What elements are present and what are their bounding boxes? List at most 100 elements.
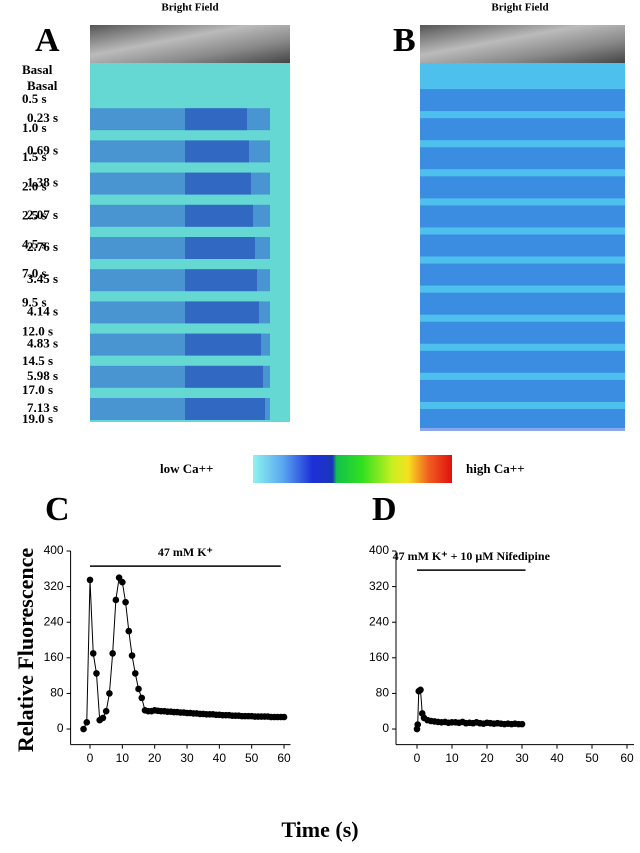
row-label: 1.38 s: [27, 175, 58, 190]
bright-field-image: [420, 25, 625, 63]
x-tick-label: 30: [180, 751, 194, 765]
row-label: 7.0 s: [22, 266, 47, 281]
image-band: [185, 398, 265, 420]
image-band: [185, 365, 263, 388]
data-point: [106, 690, 113, 697]
image-band: [420, 409, 625, 431]
y-tick-label: 400: [44, 543, 64, 557]
y-tick-label: 320: [44, 579, 64, 593]
image-band: [420, 234, 625, 257]
data-point: [93, 670, 100, 677]
row-label: 19.0 s: [22, 411, 53, 426]
data-point: [138, 694, 146, 702]
row-label: Basal: [27, 78, 58, 93]
y-tick-label: 0: [57, 721, 64, 735]
stimulus-label: 47 mM K⁺ + 10 μM Nifedipine: [393, 549, 551, 563]
data-point: [414, 721, 422, 728]
data-point: [125, 627, 133, 635]
row-label: 3.45 s: [27, 271, 58, 286]
image-band: [185, 269, 257, 292]
x-tick-label: 40: [213, 751, 227, 765]
row-label: 12.0 s: [22, 324, 53, 339]
row-label: 1.5 s: [22, 149, 47, 164]
row-label: 4.14 s: [27, 303, 58, 318]
image-band: [185, 172, 251, 195]
y-tick-label: 80: [50, 686, 64, 700]
data-point: [102, 707, 110, 715]
x-tick-label: 40: [550, 751, 564, 765]
x-tick-label: 60: [620, 751, 634, 765]
x-tick-label: 10: [116, 751, 130, 765]
bright-field-image: [90, 25, 290, 63]
y-tick-label: 320: [369, 579, 389, 593]
image-band: [420, 118, 625, 141]
row-label: 17.0 s: [22, 382, 53, 397]
image-band: [420, 205, 625, 228]
x-tick-label: 50: [245, 751, 259, 765]
image-band: [420, 89, 625, 112]
y-tick-label: 0: [382, 721, 389, 735]
panel-letter: A: [35, 22, 60, 59]
x-tick-label: 0: [87, 751, 94, 765]
colorbar-low: low Ca++: [160, 461, 213, 476]
row-label: 4.83 s: [27, 336, 58, 351]
panel-header: Bright Field: [491, 2, 548, 14]
data-point: [89, 650, 97, 657]
row-label: 4.5 s: [22, 236, 47, 251]
data-point: [417, 686, 424, 694]
image-band: [420, 379, 625, 402]
image-band: [420, 321, 625, 344]
y-tick-label: 240: [369, 614, 389, 628]
data-point: [99, 714, 107, 722]
panel-letter: D: [372, 491, 397, 528]
row-label: 14.5 s: [22, 353, 53, 368]
row-label: 2.5 s: [22, 207, 47, 222]
data-point: [280, 713, 288, 721]
row-label: 5.98 s: [27, 368, 58, 383]
row-label: 0.23 s: [27, 110, 58, 125]
colorbar-high: high Ca++: [466, 461, 525, 476]
row-label: 9.5 s: [22, 295, 47, 310]
panel-header: Bright Field: [161, 2, 218, 14]
y-tick-label: 400: [369, 543, 389, 557]
row-label: 7.13 s: [27, 400, 58, 415]
image-band: [420, 263, 625, 286]
image-band: [185, 237, 255, 259]
y-tick-label: 240: [44, 614, 64, 628]
panel-letter: C: [45, 491, 70, 528]
image-band: [420, 147, 625, 170]
row-label: 2.76 s: [27, 239, 58, 254]
data-point: [135, 685, 142, 693]
row-label: 0.5 s: [22, 91, 47, 106]
row-label: 2.0 s: [22, 178, 47, 193]
stimulus-label: 47 mM K⁺: [158, 545, 213, 559]
x-tick-label: 30: [515, 751, 529, 765]
image-band: [185, 333, 261, 356]
data-point: [518, 720, 526, 728]
y-tick-label: 160: [44, 650, 64, 664]
x-tick-label: 50: [585, 751, 599, 765]
image-band: [420, 350, 625, 373]
row-label: 0.69 s: [27, 142, 58, 157]
data-point: [86, 576, 94, 584]
row-label: Basal: [22, 62, 53, 77]
data-point: [128, 652, 136, 659]
y-tick-label: 160: [369, 650, 389, 664]
data-point: [119, 578, 126, 586]
x-tick-label: 20: [148, 751, 162, 765]
x-tick-label: 0: [414, 751, 421, 765]
x-tick-label: 20: [480, 751, 494, 765]
data-point: [131, 670, 139, 677]
panel-letter: B: [393, 22, 416, 59]
image-band: [185, 140, 249, 163]
image-band: [420, 176, 625, 199]
data-point: [122, 598, 129, 606]
row-label: 2.07 s: [27, 207, 58, 222]
row-label: 1.0 s: [22, 120, 47, 135]
image-band: [420, 292, 625, 315]
x-axis-label: Time (s): [281, 817, 358, 842]
x-tick-label: 10: [445, 751, 459, 765]
x-tick-label: 60: [277, 751, 291, 765]
image-band: [185, 301, 259, 324]
